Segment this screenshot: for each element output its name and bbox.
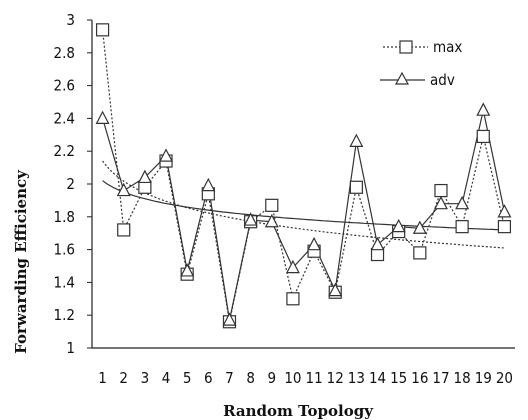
x-tick-label: 6	[204, 369, 213, 387]
point-adv	[391, 218, 406, 233]
y-tick-label: 1	[66, 339, 75, 357]
x-tick-label: 17	[432, 369, 449, 387]
y-axis-title: Forwarding Efficiency	[12, 169, 30, 354]
point-max	[138, 180, 152, 194]
point-max	[349, 180, 363, 194]
y-tick-label: 1.8	[54, 208, 75, 226]
x-tick-label: 12	[327, 369, 344, 387]
x-tick-label: 1	[98, 369, 107, 387]
point-max	[95, 23, 110, 37]
point-adv	[222, 312, 237, 326]
legend-square-marker	[399, 40, 413, 54]
axes	[87, 19, 515, 349]
trendline-adv	[102, 180, 505, 231]
point-adv	[349, 133, 364, 147]
x-tick-label: 14	[369, 369, 386, 387]
point-adv	[433, 195, 448, 210]
series-line-max	[102, 29, 505, 322]
point-adv	[370, 236, 385, 251]
x-tick-label: 4	[162, 369, 171, 387]
legend: max adv	[380, 38, 462, 89]
point-max	[265, 198, 279, 212]
point-max	[497, 220, 512, 234]
point-adv	[116, 182, 131, 197]
legend-label-adv: adv	[430, 71, 455, 89]
y-tick-label: 3	[66, 11, 75, 29]
x-tick-label: 2	[119, 369, 128, 387]
y-tick-label: 2	[66, 175, 75, 193]
point-adv	[159, 148, 174, 162]
y-tick-label: 2.2	[54, 142, 75, 160]
point-adv	[497, 204, 512, 218]
point-adv	[264, 213, 279, 228]
point-adv	[180, 263, 195, 277]
y-tick-label: 2.8	[54, 44, 75, 62]
legend-triangle-marker	[394, 71, 410, 85]
x-tick-label: 15	[390, 369, 407, 387]
y-tick-label: 1.2	[54, 306, 75, 324]
x-tick-label: 11	[305, 369, 322, 387]
y-tick-label: 1.4	[54, 273, 75, 291]
x-tick-label: 13	[348, 369, 365, 387]
point-adv	[412, 220, 427, 234]
legend-item-adv: adv	[380, 71, 455, 89]
y-tick-label: 1.6	[54, 241, 75, 259]
legend-label-max: max	[433, 38, 462, 56]
point-adv	[285, 259, 300, 274]
point-adv	[328, 282, 343, 297]
x-tick-label: 9	[267, 369, 276, 387]
point-adv	[455, 195, 470, 210]
point-adv	[307, 236, 322, 251]
point-max	[117, 223, 131, 237]
point-max	[455, 220, 469, 234]
series-group	[95, 23, 512, 329]
x-tick-label: 7	[225, 369, 234, 387]
x-tick-label: 16	[411, 369, 428, 387]
point-adv	[137, 169, 152, 184]
x-tick-label: 8	[246, 369, 255, 387]
x-tick-label: 18	[454, 369, 471, 387]
point-max	[413, 246, 427, 260]
trendlines	[102, 160, 505, 249]
x-tick-label: 3	[141, 369, 150, 387]
legend-item-max: max	[383, 38, 462, 56]
point-max	[434, 183, 448, 198]
point-adv	[243, 212, 258, 226]
x-tick-label: 10	[284, 369, 301, 387]
trendline-max	[102, 160, 505, 249]
x-tick-label: 5	[183, 369, 192, 387]
x-tick-label: 20	[496, 369, 513, 387]
point-adv	[476, 102, 491, 116]
point-max	[476, 129, 490, 144]
x-tick-labels: 1 2 3 4 5 6 7 8 9 10 11 12 13 14 15 16 17 18 19 20	[98, 369, 513, 387]
point-max	[370, 247, 385, 262]
point-max	[286, 292, 300, 306]
point-adv	[95, 110, 110, 125]
series-line-adv	[102, 110, 505, 321]
x-tick-label: 19	[475, 369, 492, 387]
point-adv	[201, 177, 216, 192]
x-axis-title: Random Topology	[223, 402, 374, 420]
y-tick-label: 2.6	[54, 77, 75, 95]
y-tick-labels: 1 1.2 1.4 1.6 1.8 2 2.2 2.4 2.6 2.8 3	[54, 11, 75, 357]
y-tick-label: 2.4	[54, 109, 75, 127]
